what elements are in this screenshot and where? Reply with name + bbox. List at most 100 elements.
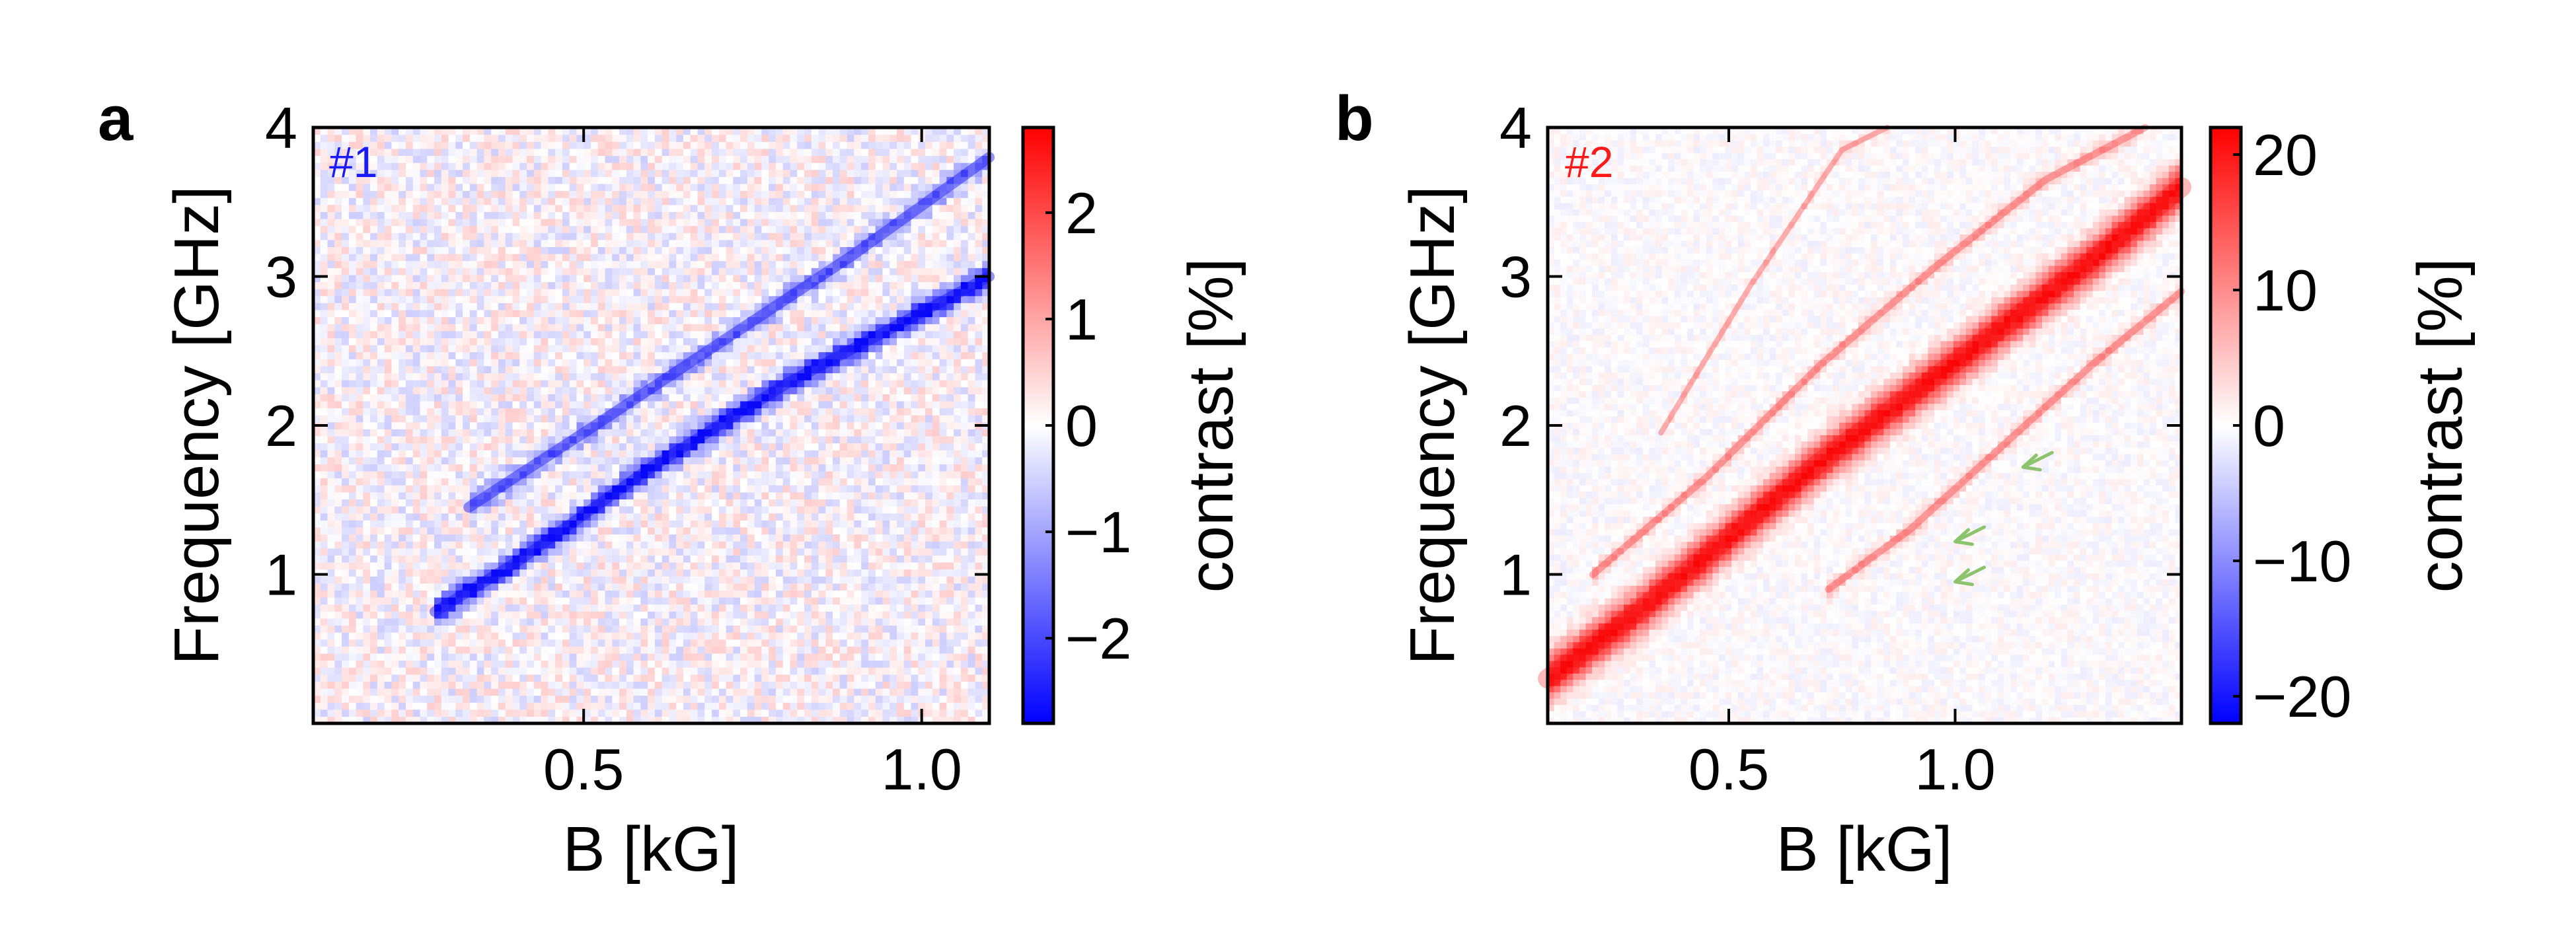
heatmap-cell <box>313 324 321 332</box>
heatmap-cell <box>562 513 570 521</box>
heatmap-cell <box>704 380 712 388</box>
heatmap-cell <box>377 169 385 177</box>
heatmap-cell <box>541 303 549 310</box>
heatmap-cell <box>484 520 492 528</box>
heatmap-cell <box>476 268 485 275</box>
heatmap-cell <box>676 450 684 458</box>
heatmap-cell <box>405 611 414 619</box>
heatmap-cell <box>718 373 727 381</box>
heatmap-cell <box>527 268 535 275</box>
heatmap-cell <box>348 541 357 549</box>
heatmap-cell <box>654 429 663 437</box>
heatmap-cell <box>519 520 527 528</box>
heatmap-cell <box>605 324 613 332</box>
heatmap-cell <box>676 618 684 626</box>
heatmap-cell <box>633 233 641 240</box>
heatmap-cell <box>334 456 342 464</box>
heatmap-cell <box>484 688 492 696</box>
heatmap-cell <box>541 485 549 493</box>
heatmap-cell <box>584 351 591 359</box>
heatmap-cell <box>370 716 378 724</box>
heatmap-cell <box>519 450 527 458</box>
heatmap-cell <box>633 324 641 332</box>
heatmap-cell <box>498 443 506 451</box>
heatmap-cell <box>342 470 350 479</box>
heatmap-cell <box>498 667 506 675</box>
heatmap-cell <box>605 204 613 212</box>
heatmap-cell <box>434 324 442 332</box>
heatmap-cell <box>484 400 492 409</box>
heatmap-cell <box>455 254 463 262</box>
heatmap-cell <box>334 646 342 654</box>
heatmap-cell <box>455 667 463 675</box>
heatmap-cell <box>612 681 620 689</box>
heatmap-cell <box>448 338 456 345</box>
heatmap-cell <box>676 233 684 240</box>
heatmap-cell <box>612 456 620 464</box>
heatmap-cell <box>605 309 613 318</box>
heatmap-cell <box>448 324 456 332</box>
heatmap-cell <box>548 338 556 345</box>
heatmap-cell <box>484 198 492 205</box>
heatmap-cell <box>654 421 663 429</box>
heatmap-cell <box>370 625 378 633</box>
heatmap-cell <box>597 254 606 262</box>
heatmap-cell <box>576 667 584 675</box>
heatmap-cell <box>605 688 613 696</box>
heatmap-cell <box>612 316 620 324</box>
heatmap-cell <box>491 260 499 268</box>
heatmap-cell <box>377 597 385 605</box>
heatmap-cell <box>405 309 414 318</box>
heatmap-cell <box>676 590 684 598</box>
heatmap-cell <box>405 141 414 149</box>
heatmap-cell <box>633 478 641 486</box>
heatmap-cell <box>704 625 712 633</box>
heatmap-cell <box>584 639 591 647</box>
heatmap-cell <box>491 421 499 429</box>
heatmap-cell <box>548 590 556 598</box>
heatmap-cell <box>391 429 399 437</box>
heatmap-cell <box>683 576 691 584</box>
heatmap-cell <box>398 632 406 640</box>
heatmap-cell <box>541 324 549 332</box>
heatmap-cell <box>505 141 513 149</box>
heatmap-cell <box>505 548 513 556</box>
heatmap-cell <box>491 134 499 142</box>
heatmap-cell <box>704 443 712 451</box>
heatmap-cell <box>676 155 684 163</box>
heatmap-cell <box>455 485 463 493</box>
heatmap-cell <box>498 681 506 689</box>
heatmap-cell <box>370 163 378 170</box>
heatmap-cell <box>334 225 342 233</box>
heatmap-cell <box>712 239 720 247</box>
heatmap-cell <box>313 386 321 394</box>
heatmap-cell <box>384 316 393 324</box>
heatmap-cell <box>648 260 656 268</box>
heatmap-cell <box>712 597 720 605</box>
heatmap-cell <box>320 415 328 423</box>
heatmap-cell <box>398 127 406 135</box>
heatmap-cell <box>633 421 641 429</box>
heatmap-cell <box>669 618 677 626</box>
heatmap-cell <box>640 190 648 198</box>
heatmap-cell <box>398 274 406 283</box>
heatmap-cell <box>527 155 535 163</box>
heatmap-cell <box>313 176 321 184</box>
heatmap-cell <box>648 541 656 549</box>
heatmap-cell <box>533 141 542 149</box>
heatmap-cell <box>541 386 549 394</box>
heatmap-cell <box>633 491 641 500</box>
heatmap-cell <box>569 324 578 332</box>
heatmap-cell <box>712 526 720 535</box>
heatmap-cell <box>420 365 428 374</box>
heatmap-cell <box>555 141 563 149</box>
heatmap-cell <box>363 190 371 198</box>
heatmap-cell <box>342 667 350 675</box>
heatmap-cell <box>704 239 712 247</box>
heatmap-cell <box>605 429 613 437</box>
heatmap-cell <box>441 309 449 318</box>
heatmap-cell <box>562 289 570 297</box>
heatmap-cell <box>434 632 442 640</box>
heatmap-cell <box>342 583 350 591</box>
heatmap-cell <box>377 667 385 675</box>
